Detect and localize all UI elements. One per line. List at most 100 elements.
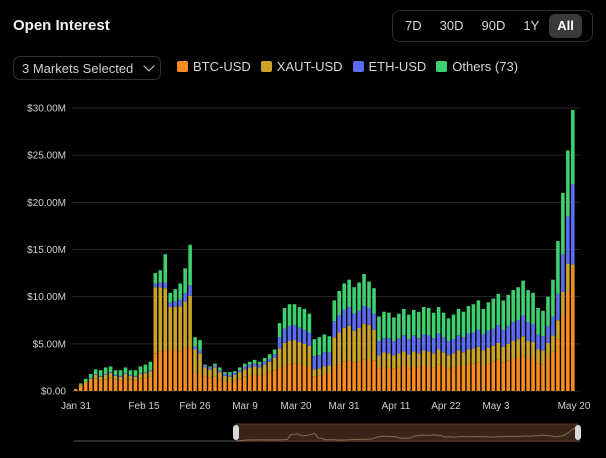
bar-segment-eth[interactable] xyxy=(451,339,456,354)
bar-segment-eth[interactable] xyxy=(561,254,565,292)
bar-segment-btc[interactable] xyxy=(486,363,491,391)
bar-segment-btc[interactable] xyxy=(541,364,545,391)
bar-segment-eth[interactable] xyxy=(168,302,173,308)
bar-segment-eth[interactable] xyxy=(148,370,153,372)
bar-segment-others[interactable] xyxy=(531,292,535,325)
bar-segment-btc[interactable] xyxy=(113,379,118,391)
bar-segment-others[interactable] xyxy=(78,383,83,385)
bar-segment-btc[interactable] xyxy=(476,362,481,391)
bar-segment-btc[interactable] xyxy=(143,377,148,391)
bar-segment-btc[interactable] xyxy=(312,376,317,391)
bar-segment-others[interactable] xyxy=(556,241,560,294)
bar-segment-eth[interactable] xyxy=(347,307,351,326)
bar-segment-others[interactable] xyxy=(307,313,312,333)
bar-segment-xaut[interactable] xyxy=(531,341,535,359)
bar-segment-xaut[interactable] xyxy=(382,352,386,367)
bar-segment-eth[interactable] xyxy=(362,306,366,325)
bar-segment-btc[interactable] xyxy=(481,365,486,391)
bar-segment-xaut[interactable] xyxy=(342,327,346,362)
bar-segment-eth[interactable] xyxy=(506,325,510,344)
bar-segment-btc[interactable] xyxy=(501,362,506,391)
bar-segment-others[interactable] xyxy=(546,296,550,326)
bar-segment-eth[interactable] xyxy=(118,375,123,377)
bar-segment-xaut[interactable] xyxy=(158,287,163,352)
bar-segment-others[interactable] xyxy=(257,361,262,365)
bar-segment-btc[interactable] xyxy=(347,360,351,391)
bar-segment-xaut[interactable] xyxy=(566,263,570,292)
bar-segment-btc[interactable] xyxy=(193,372,197,391)
bar-segment-eth[interactable] xyxy=(178,299,182,307)
bar-segment-others[interactable] xyxy=(337,291,342,316)
bar-segment-xaut[interactable] xyxy=(262,364,267,375)
bar-segment-xaut[interactable] xyxy=(436,349,441,365)
bar-segment-btc[interactable] xyxy=(203,376,207,391)
bar-segment-eth[interactable] xyxy=(287,325,292,341)
bar-segment-btc[interactable] xyxy=(208,377,212,391)
bar-segment-eth[interactable] xyxy=(312,356,317,370)
bar-segment-xaut[interactable] xyxy=(252,366,257,375)
bar-segment-xaut[interactable] xyxy=(218,372,222,380)
bar-segment-others[interactable] xyxy=(551,279,555,317)
bar-segment-xaut[interactable] xyxy=(138,374,143,379)
legend-item-btc[interactable]: BTC-USD xyxy=(177,59,251,74)
bar-segment-others[interactable] xyxy=(416,311,421,339)
bar-segment-eth[interactable] xyxy=(411,335,416,352)
bar-segment-btc[interactable] xyxy=(561,315,565,391)
bar-segment-eth[interactable] xyxy=(461,337,466,353)
bar-segment-btc[interactable] xyxy=(471,363,476,391)
range-1y-button[interactable]: 1Y xyxy=(523,18,540,33)
bar-segment-xaut[interactable] xyxy=(407,354,411,369)
bar-segment-xaut[interactable] xyxy=(213,367,217,377)
bar-segment-eth[interactable] xyxy=(352,313,356,331)
bar-segment-others[interactable] xyxy=(392,317,396,341)
markets-dropdown[interactable]: 3 Markets Selected xyxy=(13,56,161,80)
bar-segment-xaut[interactable] xyxy=(267,361,272,373)
bar-segment-eth[interactable] xyxy=(496,324,501,343)
bar-segment-xaut[interactable] xyxy=(536,349,540,364)
bar-segment-others[interactable] xyxy=(357,282,361,311)
bar-segment-xaut[interactable] xyxy=(501,346,506,363)
bar-segment-xaut[interactable] xyxy=(337,332,342,365)
bar-segment-others[interactable] xyxy=(98,370,103,376)
bar-segment-eth[interactable] xyxy=(531,324,535,342)
bar-segment-others[interactable] xyxy=(297,307,302,328)
bar-segment-others[interactable] xyxy=(367,281,371,308)
legend-item-others[interactable]: Others (73) xyxy=(436,59,518,74)
bar-segment-btc[interactable] xyxy=(74,389,78,391)
legend-item-eth[interactable]: ETH-USD xyxy=(352,59,426,74)
bar-segment-others[interactable] xyxy=(431,312,436,339)
bar-segment-btc[interactable] xyxy=(98,380,103,391)
bar-segment-btc[interactable] xyxy=(342,361,346,391)
bar-segment-xaut[interactable] xyxy=(223,375,227,382)
bar-segment-btc[interactable] xyxy=(322,374,327,391)
bar-segment-others[interactable] xyxy=(277,323,282,338)
bar-segment-btc[interactable] xyxy=(496,359,501,391)
bar-segment-eth[interactable] xyxy=(556,293,560,321)
bar-segment-others[interactable] xyxy=(213,363,217,366)
bar-segment-eth[interactable] xyxy=(392,341,396,356)
bar-segment-btc[interactable] xyxy=(551,351,555,391)
bar-segment-others[interactable] xyxy=(496,293,501,325)
bar-segment-btc[interactable] xyxy=(466,364,471,391)
bar-segment-xaut[interactable] xyxy=(461,352,466,367)
bar-segment-eth[interactable] xyxy=(416,338,421,354)
bar-segment-eth[interactable] xyxy=(98,375,103,377)
bar-segment-btc[interactable] xyxy=(531,358,535,391)
bar-segment-xaut[interactable] xyxy=(476,346,481,363)
bar-segment-xaut[interactable] xyxy=(551,335,555,352)
bar-segment-others[interactable] xyxy=(426,307,431,336)
bar-segment-eth[interactable] xyxy=(123,373,128,375)
bar-segment-eth[interactable] xyxy=(322,352,327,367)
bar-segment-eth[interactable] xyxy=(193,346,197,350)
chart-bars[interactable] xyxy=(74,109,575,391)
bar-segment-btc[interactable] xyxy=(506,360,510,391)
bar-segment-eth[interactable] xyxy=(456,335,461,351)
bar-segment-btc[interactable] xyxy=(402,366,406,391)
bar-segment-xaut[interactable] xyxy=(88,378,93,382)
bar-segment-btc[interactable] xyxy=(163,350,168,391)
bar-segment-xaut[interactable] xyxy=(511,341,515,359)
bar-segment-others[interactable] xyxy=(506,294,510,326)
bar-segment-xaut[interactable] xyxy=(297,341,302,365)
bar-segment-xaut[interactable] xyxy=(471,348,476,364)
bar-segment-others[interactable] xyxy=(352,287,356,314)
